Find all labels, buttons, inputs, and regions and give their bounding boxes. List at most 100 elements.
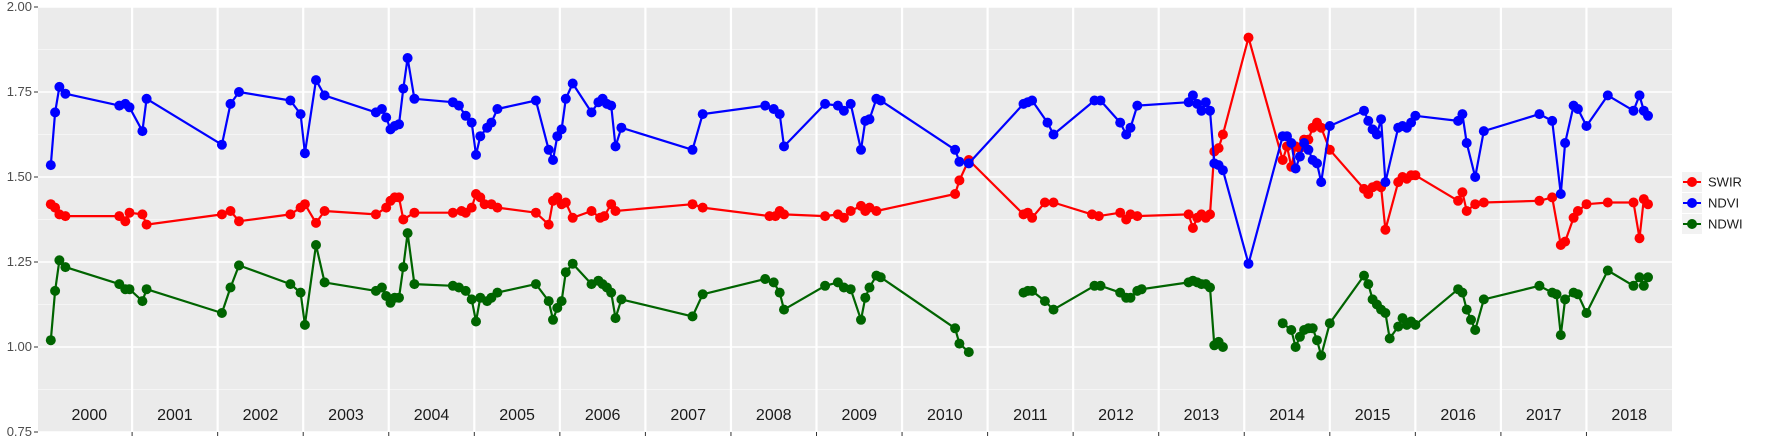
data-point [875, 95, 886, 106]
data-point [1478, 294, 1489, 305]
data-point [1187, 223, 1198, 233]
data-point [295, 109, 306, 120]
data-point [460, 285, 471, 296]
data-point [1461, 206, 1472, 216]
data-point [1324, 318, 1335, 329]
data-point [54, 255, 65, 266]
legend-key-point [1687, 198, 1697, 208]
data-point [319, 206, 330, 216]
data-point [234, 216, 244, 227]
data-point [137, 296, 148, 307]
legend-item-ndvi: NDVI [1682, 193, 1739, 213]
data-point [1602, 197, 1613, 208]
data-point [768, 277, 779, 288]
data-point [50, 107, 61, 118]
data-point [543, 219, 554, 230]
data-point [381, 112, 392, 123]
data-point [234, 87, 244, 97]
year-label: 2017 [1526, 407, 1562, 424]
data-point [409, 93, 420, 104]
data-point [875, 272, 886, 283]
data-point [779, 209, 789, 220]
data-point [311, 75, 321, 86]
year-label: 2016 [1440, 407, 1476, 424]
data-point [1410, 170, 1421, 181]
data-point [1547, 192, 1558, 203]
data-point [447, 207, 458, 218]
data-point [398, 262, 409, 273]
data-point [295, 287, 306, 298]
year-label: 2008 [756, 407, 792, 424]
data-point [1634, 90, 1645, 101]
data-point [1115, 117, 1126, 128]
data-point [1534, 195, 1545, 206]
data-point [409, 207, 420, 218]
data-point [1478, 126, 1489, 137]
data-point [1290, 342, 1301, 352]
data-point [845, 206, 856, 216]
data-point [1286, 138, 1297, 148]
data-point [687, 199, 698, 210]
data-point [60, 262, 71, 273]
data-point [1457, 287, 1468, 298]
data-point [1380, 177, 1391, 188]
data-point [1470, 172, 1481, 182]
data-point [1560, 236, 1571, 247]
data-point [1457, 187, 1468, 198]
data-point [398, 83, 409, 94]
data-point [124, 207, 135, 218]
data-point [1312, 335, 1322, 346]
data-point [560, 197, 571, 208]
data-point [1316, 350, 1327, 361]
data-point [1643, 110, 1653, 121]
data-point [1634, 233, 1645, 244]
data-point [1213, 143, 1224, 154]
data-point [299, 199, 310, 210]
year-label: 2004 [414, 407, 450, 424]
data-point [1290, 163, 1301, 174]
data-point [1555, 189, 1566, 199]
data-point [141, 284, 152, 295]
year-label: 2000 [72, 407, 108, 424]
data-point [394, 119, 404, 130]
data-point [760, 274, 771, 284]
data-point [45, 160, 56, 171]
data-point [864, 114, 875, 125]
y-tick-label: 2.00 [7, 0, 32, 14]
data-point [1572, 289, 1583, 300]
data-point [1205, 209, 1215, 220]
data-point [1560, 294, 1571, 305]
y-tick-label: 0.75 [7, 424, 32, 439]
grid-lines [38, 6, 1672, 433]
data-point [1547, 115, 1558, 126]
data-point [1039, 197, 1050, 208]
data-point [402, 53, 413, 63]
data-point [475, 131, 486, 142]
data-point [1359, 270, 1369, 281]
data-point [1410, 110, 1421, 121]
data-point [820, 211, 831, 222]
data-point [398, 214, 409, 225]
y-tick-label: 1.50 [7, 169, 32, 184]
data-point [1183, 209, 1194, 220]
year-label: 2002 [243, 407, 279, 424]
data-point [856, 144, 866, 155]
data-point [610, 206, 621, 216]
data-point [1560, 138, 1571, 148]
data-point [567, 78, 578, 89]
data-point [760, 100, 771, 111]
data-point [954, 338, 965, 349]
data-point [1638, 280, 1649, 291]
data-point [1294, 151, 1305, 162]
data-point [845, 284, 856, 295]
data-point [402, 228, 413, 239]
data-point [394, 292, 404, 303]
data-point [556, 296, 567, 307]
data-point [1027, 95, 1038, 106]
data-point [1095, 280, 1106, 291]
data-point [606, 287, 617, 298]
y-tick-label: 1.00 [7, 339, 32, 354]
data-point [1307, 323, 1318, 334]
data-point [1551, 289, 1562, 300]
